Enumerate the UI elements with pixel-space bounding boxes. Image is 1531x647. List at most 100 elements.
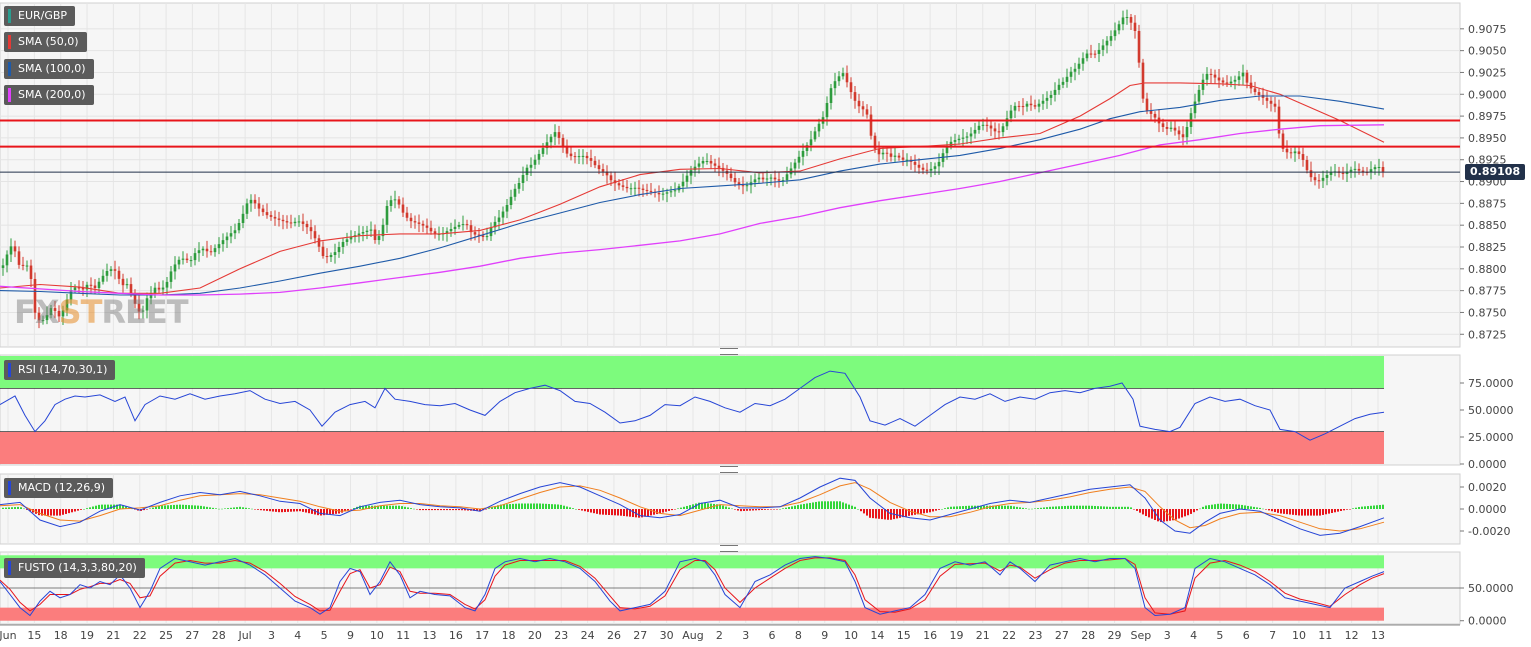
candle-body	[465, 224, 469, 226]
sma50-line	[0, 82, 1385, 294]
candle-body	[1009, 110, 1013, 119]
macd-histogram-bar	[1145, 509, 1147, 517]
macd-histogram-bar	[815, 501, 817, 509]
macd-histogram-bar	[176, 504, 178, 509]
legend-eurgbp[interactable]: EUR/GBP	[4, 6, 76, 26]
legend-sma50[interactable]: SMA (50,0)	[4, 32, 87, 52]
candle-body	[233, 230, 237, 234]
candle-body	[337, 247, 341, 253]
candle-body	[837, 76, 841, 82]
macd-histogram-bar	[125, 506, 127, 509]
macd-histogram-bar	[1181, 509, 1183, 518]
macd-histogram-bar	[518, 503, 520, 509]
macd-histogram-bar	[731, 508, 733, 510]
candle-body	[45, 315, 49, 321]
macd-histogram-bar	[422, 509, 424, 511]
macd-histogram-bar	[1085, 505, 1087, 509]
legend-sma100[interactable]: SMA (100,0)	[4, 59, 94, 79]
candle-body	[529, 164, 533, 168]
candle-body	[157, 287, 161, 290]
pane-resize-handle-rsi[interactable]	[720, 348, 738, 355]
macd-histogram-bar	[665, 509, 667, 512]
macd-histogram-bar	[590, 509, 592, 513]
candle-body	[1293, 151, 1297, 154]
macd-histogram-bar	[95, 505, 97, 509]
macd-histogram-bar	[605, 509, 607, 515]
candle-body	[537, 153, 541, 160]
macd-histogram-bar	[392, 505, 394, 509]
candle-body	[1077, 63, 1081, 69]
candle-body	[285, 221, 289, 223]
x-tick-label: 4	[294, 629, 301, 642]
macd-histogram-bar	[944, 508, 946, 509]
macd-histogram-bar	[110, 504, 112, 509]
legend-macd[interactable]: MACD (12,26,9)	[4, 478, 114, 498]
macd-histogram-bar	[44, 509, 46, 516]
candle-body	[209, 251, 213, 253]
macd-histogram-bar	[80, 509, 82, 510]
legend-swatch	[8, 561, 11, 575]
macd-histogram-bar	[887, 509, 889, 520]
candle-body	[1313, 177, 1317, 181]
macd-histogram-bar	[188, 505, 190, 509]
macd-histogram-bar	[785, 507, 787, 509]
candle-body	[761, 177, 765, 180]
macd-histogram-bar	[143, 509, 145, 511]
macd-histogram-bar	[488, 508, 490, 509]
macd-histogram-bar	[1157, 509, 1159, 522]
y-tick-label: 0.8825	[1468, 241, 1507, 254]
candle-body	[561, 137, 565, 147]
candle-body	[93, 285, 97, 289]
macd-histogram-bar	[878, 509, 880, 519]
macd-histogram-bar	[1178, 509, 1180, 519]
legend-sma200[interactable]: SMA (200,0)	[4, 85, 94, 105]
macd-histogram-bar	[638, 509, 640, 518]
macd-histogram-bar	[1232, 504, 1234, 509]
x-tick-label: 22	[133, 629, 147, 642]
macd-histogram-bar	[122, 505, 124, 509]
macd-histogram-bar	[83, 509, 85, 510]
macd-histogram-bar	[1103, 506, 1105, 509]
candle-body	[925, 169, 929, 171]
macd-line	[0, 477, 1385, 536]
candle-body	[1301, 154, 1305, 160]
y-tick-label: 0.0000	[1468, 458, 1507, 471]
candle-body	[1117, 24, 1121, 31]
pane-resize-handle-fusto[interactable]	[720, 545, 738, 552]
macd-histogram-bar	[170, 505, 172, 509]
macd-histogram-bar	[1187, 509, 1189, 516]
macd-histogram-bar	[302, 509, 304, 512]
candle-body	[1065, 76, 1069, 82]
macd-histogram-bar	[389, 505, 391, 509]
legend-fusto[interactable]: FUSTO (14,3,3,80,20)	[4, 558, 145, 578]
macd-histogram-bar	[155, 506, 157, 509]
macd-histogram-bar	[1304, 509, 1306, 516]
x-tick-label: 25	[159, 629, 173, 642]
y-tick-label: 0.0020	[1468, 481, 1507, 494]
candle-body	[169, 271, 173, 282]
candle-body	[681, 181, 685, 187]
x-tick-label: Sep	[1131, 629, 1152, 642]
candle-body	[473, 232, 477, 235]
macd-histogram-bar	[299, 509, 301, 512]
macd-histogram-bar	[857, 509, 859, 510]
macd-histogram-bar	[941, 509, 943, 510]
pane-resize-handle-macd[interactable]	[720, 466, 738, 473]
macd-histogram-bar	[536, 503, 538, 509]
macd-histogram-bar	[1250, 506, 1252, 509]
candle-body	[609, 175, 613, 181]
candle-body	[1149, 110, 1153, 114]
macd-histogram-bar	[248, 508, 250, 509]
macd-histogram-bar	[884, 509, 886, 520]
macd-histogram-bar	[1046, 507, 1048, 509]
candle-body	[1069, 71, 1073, 77]
macd-histogram-bar	[1034, 508, 1036, 509]
macd-histogram-bar	[359, 505, 361, 509]
macd-histogram-bar	[770, 509, 772, 510]
macd-histogram-bar	[23, 508, 25, 510]
macd-histogram-bar	[1292, 509, 1294, 515]
x-tick-label: 10	[844, 629, 858, 642]
legend-swatch	[8, 62, 11, 76]
legend-rsi[interactable]: RSI (14,70,30,1)	[4, 360, 116, 380]
macd-histogram-bar	[437, 509, 439, 511]
